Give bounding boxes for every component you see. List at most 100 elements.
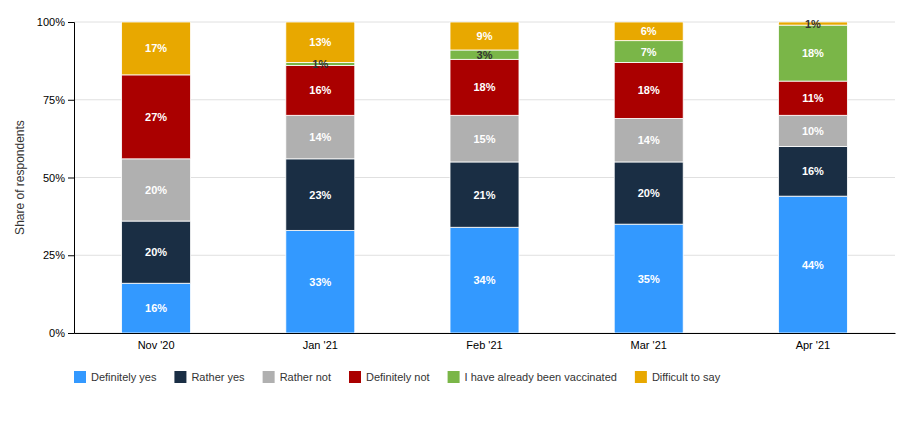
y-axis: 0% 25% 50% 75% 100% [37, 16, 75, 339]
bar [614, 118, 683, 162]
data-label: 21% [473, 189, 495, 201]
data-label: 7% [641, 46, 657, 58]
data-label: 20% [638, 187, 660, 199]
tick-label: Nov '20 [138, 339, 175, 351]
axis-title: Share of respondents [13, 120, 27, 235]
tick-label: 25% [43, 249, 65, 261]
data-label: 16% [309, 84, 331, 96]
data-label: 14% [309, 131, 331, 143]
series [122, 146, 848, 283]
axis-line [68, 23, 75, 334]
data-label: 1% [805, 18, 821, 30]
data-label: 18% [802, 47, 824, 59]
tick: 50% [43, 172, 74, 184]
legend-swatch [74, 371, 86, 383]
bar [450, 227, 519, 333]
series [286, 25, 848, 81]
bar [286, 159, 355, 231]
tick-label: Mar '21 [631, 339, 667, 351]
data-label: 13% [309, 36, 331, 48]
data-label: 9% [477, 30, 493, 42]
bar [286, 22, 355, 62]
data-label: 16% [802, 165, 824, 177]
tick: Jan '21 [303, 339, 338, 351]
bar [778, 25, 847, 81]
data-label: 44% [802, 259, 824, 271]
data-label: 3% [477, 49, 493, 61]
data-label: 33% [309, 276, 331, 288]
bar [450, 59, 519, 115]
tick-label: 50% [43, 172, 65, 184]
bar [778, 196, 847, 333]
tick: 100% [37, 16, 74, 28]
bar [122, 75, 191, 159]
tick-label: Apr '21 [796, 339, 831, 351]
tick-mark [68, 178, 74, 179]
legend-label: Rather yes [191, 371, 245, 383]
legend-label: Definitely yes [91, 371, 157, 383]
tick: 0% [49, 327, 74, 339]
bars [122, 22, 848, 333]
tick-label: Feb '21 [466, 339, 502, 351]
bar [614, 22, 683, 41]
bar [778, 146, 847, 196]
bar [614, 162, 683, 224]
data-label: 23% [309, 189, 331, 201]
data-label: 1% [312, 58, 328, 70]
data-label: 20% [145, 184, 167, 196]
bar [778, 81, 847, 115]
bar [450, 115, 519, 162]
tick: Mar '21 [631, 339, 667, 351]
legend-label: Difficult to say [652, 371, 721, 383]
legend-swatch [448, 371, 460, 383]
legend-item: Definitely yes [74, 371, 157, 383]
tick-label: 0% [49, 327, 65, 339]
bar [122, 283, 191, 333]
legend-item: Definitely not [349, 371, 430, 383]
data-label: 15% [473, 133, 495, 145]
tick-mark [68, 255, 74, 256]
bar [286, 115, 355, 159]
bar [778, 115, 847, 146]
tick: Apr '21 [796, 339, 831, 351]
legend-item: Rather yes [174, 371, 245, 383]
legend-item: Difficult to say [635, 371, 721, 383]
chart: 16% 33% 34% 35% 44% 20% 23% 21% 20% 16% 20% 14% 15% 1… [0, 0, 919, 425]
axis-line [75, 333, 896, 334]
tick-mark [68, 22, 74, 23]
bar [450, 162, 519, 227]
data-label: 34% [473, 274, 495, 286]
tick: Nov '20 [138, 339, 175, 351]
legend-item: I have already been vaccinated [448, 371, 617, 383]
legend-swatch [174, 371, 186, 383]
data-label: 10% [802, 125, 824, 137]
legend-label: I have already been vaccinated [465, 371, 617, 383]
data-label: 18% [473, 81, 495, 93]
data-label: 18% [638, 84, 660, 96]
data-label: 16% [145, 302, 167, 314]
tick: Feb '21 [466, 339, 502, 351]
tick-label: 75% [43, 94, 65, 106]
tick-label: Jan '21 [303, 339, 338, 351]
tick-mark [68, 333, 74, 334]
data-label: 20% [145, 246, 167, 258]
plot: 16% 33% 34% 35% 44% 20% 23% 21% 20% 16% 20% 14% 15% 1… [37, 16, 896, 351]
legend-swatch [635, 371, 647, 383]
grid [74, 22, 895, 333]
bar [614, 41, 683, 63]
data-label: 6% [641, 25, 657, 37]
legend-item: Rather not [263, 371, 331, 383]
bar [614, 62, 683, 118]
bar [122, 22, 191, 75]
data-label: 11% [802, 92, 824, 104]
series [122, 59, 848, 159]
bar [450, 22, 519, 50]
data-labels: 16% 33% 34% 35% 44% 20% 23% 21% 20% 16% 20% 14% 15% 1… [145, 18, 824, 315]
tick: 25% [43, 249, 74, 261]
bar [286, 66, 355, 116]
series [122, 115, 848, 221]
data-label: 17% [145, 42, 167, 54]
bar [614, 224, 683, 333]
data-label: 35% [638, 273, 660, 285]
bar [122, 221, 191, 283]
